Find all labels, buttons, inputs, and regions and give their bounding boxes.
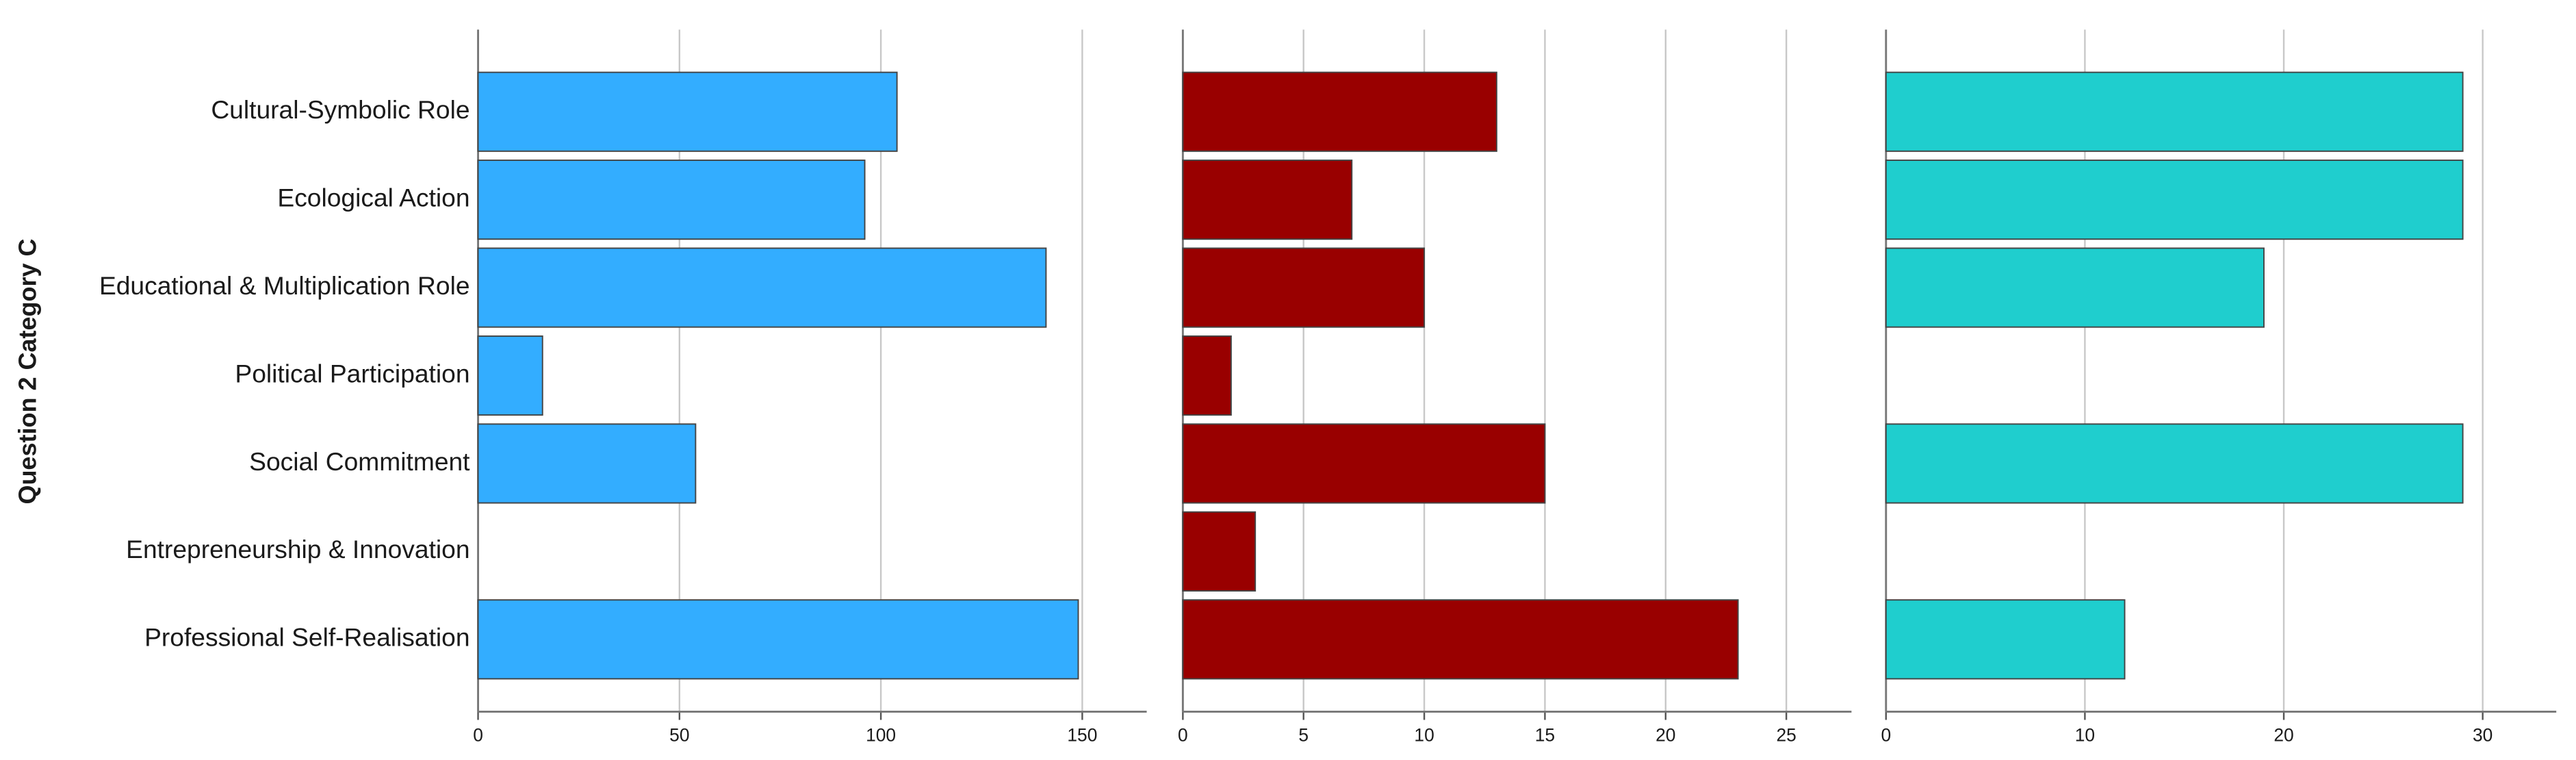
bar (1182, 335, 1232, 416)
bar (477, 599, 1079, 680)
y-tick-label: Ecological Action (277, 183, 469, 212)
x-tick-label: 100 (866, 724, 896, 745)
bar (477, 160, 866, 240)
x-tick-label: 20 (1656, 724, 1675, 745)
y-tick-label: Political Participation (235, 359, 469, 388)
x-tick-label: 50 (669, 724, 689, 745)
x-tick-label: 0 (473, 724, 483, 745)
bar (1885, 71, 2464, 152)
x-tick-label: 0 (1881, 724, 1891, 745)
bar (477, 71, 898, 152)
y-tick-label: Professional Self-Realisation (144, 623, 469, 652)
x-tick-label: 30 (2473, 724, 2493, 745)
x-tick-label: 10 (2075, 724, 2095, 745)
bar (1182, 511, 1257, 592)
x-tick-label: 0 (1178, 724, 1188, 745)
bar (477, 423, 697, 504)
bar (1885, 160, 2464, 240)
bar (1182, 423, 1546, 504)
bar (477, 247, 1047, 328)
y-axis-label: Question 2 Category C (14, 238, 42, 504)
bar (1182, 160, 1353, 240)
x-tick-label: 150 (1067, 724, 1097, 745)
y-tick-label: Entrepreneurship & Innovation (126, 535, 469, 563)
x-tick-label: 25 (1776, 724, 1796, 745)
y-tick-label: Educational & Multiplication Role (99, 271, 470, 300)
y-tick-label: Social Commitment (249, 447, 470, 476)
x-tick-label: 10 (1414, 724, 1434, 745)
x-tick-label: 20 (2274, 724, 2293, 745)
bar (1885, 247, 2265, 328)
x-tick-label: 15 (1535, 724, 1555, 745)
bar (1182, 247, 1426, 328)
bar (1182, 71, 1497, 152)
bar (477, 335, 543, 416)
y-tick-label: Cultural-Symbolic Role (211, 95, 469, 124)
bar (1885, 599, 2126, 680)
x-tick-label: 5 (1298, 724, 1309, 745)
bar (1885, 423, 2464, 504)
bar (1182, 599, 1739, 680)
